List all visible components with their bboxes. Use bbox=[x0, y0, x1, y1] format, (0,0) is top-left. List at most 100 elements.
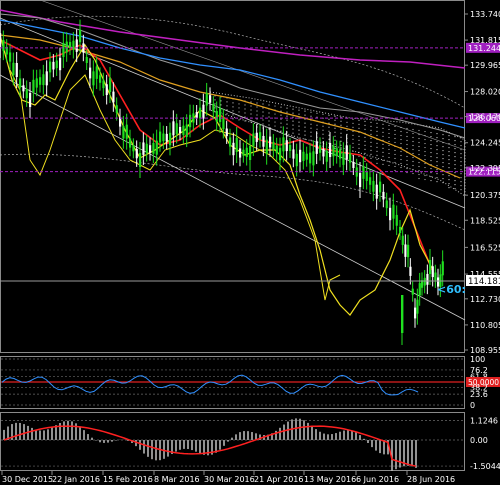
cloud-dot bbox=[460, 141, 462, 143]
cloud-dot bbox=[280, 118, 282, 120]
cloud-dot bbox=[394, 129, 396, 132]
cloud-dot bbox=[340, 116, 342, 118]
candle-body bbox=[375, 184, 378, 199]
candle-body bbox=[229, 137, 232, 147]
cloud-dot bbox=[430, 171, 432, 174]
candle-body bbox=[62, 43, 65, 57]
cloud-dot bbox=[316, 112, 318, 114]
cloud-dot bbox=[448, 171, 450, 173]
cloud-dot bbox=[226, 101, 228, 103]
candle-body bbox=[92, 71, 95, 86]
cycle-label: <60: bbox=[437, 283, 466, 296]
candle-body bbox=[309, 152, 312, 164]
candle-body bbox=[115, 105, 118, 113]
cloud-dot bbox=[430, 179, 432, 182]
cloud-dot bbox=[424, 142, 426, 145]
cloud-dot bbox=[412, 168, 414, 171]
cloud-dot bbox=[310, 123, 312, 125]
candle-body bbox=[45, 71, 48, 86]
candle-body bbox=[404, 244, 407, 257]
cloud-dot bbox=[376, 146, 378, 148]
candle-body bbox=[99, 75, 102, 83]
cloud-dot bbox=[334, 139, 336, 141]
osc-label: 23.6 bbox=[470, 390, 488, 399]
date-label: 8 Mar 2016 bbox=[154, 475, 200, 484]
oscillator-panel[interactable] bbox=[0, 356, 465, 409]
cloud-dot bbox=[382, 123, 384, 126]
cloud-dot bbox=[436, 152, 438, 155]
trendline-lower[interactable] bbox=[0, 74, 466, 321]
cloud-dot bbox=[370, 133, 372, 135]
cloud-dot bbox=[454, 136, 456, 138]
candle-body bbox=[232, 142, 235, 156]
cloud-dot bbox=[436, 164, 438, 167]
candle-body bbox=[152, 142, 155, 154]
cloud-dot bbox=[460, 185, 462, 187]
level-label: 126.060 bbox=[468, 114, 500, 123]
cloud-dot bbox=[280, 126, 282, 128]
price-label: 131.815 bbox=[470, 36, 500, 45]
cloud-dot bbox=[448, 167, 450, 169]
cloud-dot bbox=[400, 154, 402, 157]
cloud-dot bbox=[448, 183, 450, 185]
candle-body bbox=[0, 33, 2, 47]
cloud-dot bbox=[262, 103, 264, 105]
cloud-dot bbox=[424, 134, 426, 137]
osc-line bbox=[1, 374, 419, 396]
price-label: 108.955 bbox=[470, 346, 500, 355]
cloud-dot bbox=[418, 149, 420, 152]
date-label: 28 Jun 2016 bbox=[407, 475, 455, 484]
cloud-dot bbox=[286, 119, 288, 121]
candle-body bbox=[416, 299, 419, 314]
cloud-dot bbox=[418, 177, 420, 180]
candle-body bbox=[42, 74, 45, 86]
cloud-dot bbox=[454, 140, 456, 142]
cloud-dot bbox=[292, 120, 294, 122]
horizontal-levels[interactable]: 131.244 126.060 122.115 bbox=[0, 42, 500, 177]
cloud-dot bbox=[298, 137, 300, 139]
cloud-dot bbox=[376, 130, 378, 132]
cloud-dot bbox=[310, 135, 312, 137]
macd-panel[interactable] bbox=[0, 412, 465, 471]
cloud-dot bbox=[298, 125, 300, 127]
price-label: 124.245 bbox=[470, 139, 500, 148]
candle-body bbox=[35, 78, 38, 88]
cloud-dot bbox=[412, 164, 414, 167]
price-label: 110.805 bbox=[470, 321, 500, 330]
date-label: 30 Dec 2015 bbox=[2, 475, 53, 484]
candle-body bbox=[55, 60, 58, 69]
candle-body bbox=[135, 149, 138, 159]
macd-label: 0.00 bbox=[470, 436, 488, 445]
cloud-dot bbox=[406, 143, 408, 146]
cloud-dot bbox=[334, 147, 336, 149]
candle-body bbox=[112, 91, 115, 103]
cloud-dot bbox=[244, 104, 246, 106]
candle-body bbox=[279, 147, 282, 161]
cloud-dot bbox=[382, 131, 384, 134]
cloud-dot bbox=[448, 159, 450, 161]
candle-body bbox=[332, 145, 335, 157]
cloud-dot bbox=[280, 114, 282, 116]
candle-body bbox=[105, 84, 108, 96]
cloud-dot bbox=[250, 101, 252, 103]
price-label: 128.020 bbox=[470, 88, 500, 97]
candle-body bbox=[175, 123, 178, 135]
candle-body bbox=[395, 214, 398, 226]
candle-body bbox=[252, 133, 255, 146]
cloud-dot bbox=[244, 120, 246, 122]
candle-body bbox=[401, 295, 404, 333]
cloud-dot bbox=[394, 149, 396, 152]
cloud-dot bbox=[376, 122, 378, 124]
cloud-dot bbox=[334, 123, 336, 125]
cloud-dot bbox=[340, 144, 342, 146]
candle-body bbox=[205, 93, 208, 106]
cloud-dot bbox=[214, 99, 216, 101]
cloud-dot bbox=[430, 139, 432, 142]
cloud-dot bbox=[388, 148, 390, 151]
cloud-dot bbox=[304, 138, 306, 140]
candle-body bbox=[72, 40, 75, 50]
cloud-dot bbox=[442, 178, 444, 180]
cloud-dot bbox=[298, 109, 300, 111]
trendline-channel[interactable] bbox=[39, 0, 466, 151]
